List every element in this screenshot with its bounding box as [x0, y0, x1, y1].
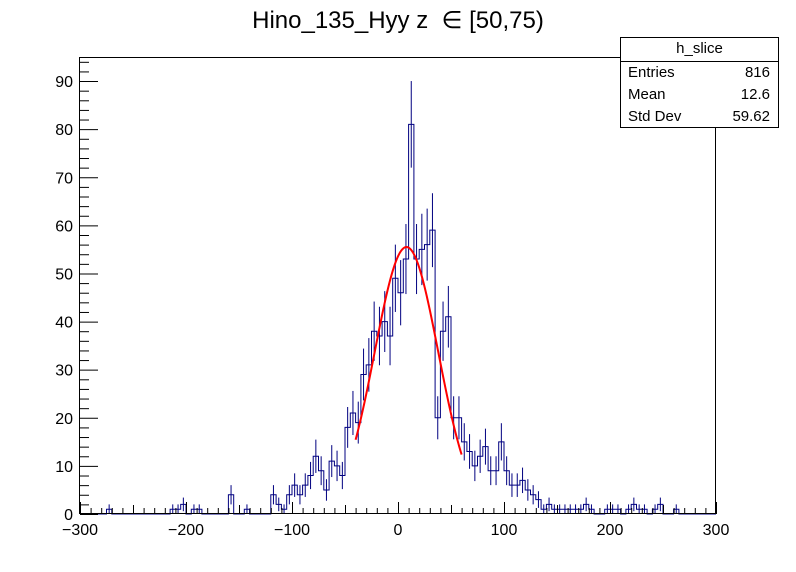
histogram-bin [419, 249, 424, 514]
chart-title: Hino_135_Hyy z ∈ [50,75) [252, 7, 544, 34]
mean-value: 12.6 [740, 86, 770, 103]
x-tick-label: −100 [274, 522, 310, 539]
y-tick-label: 0 [64, 507, 73, 524]
stats-row-entries: Entries 816 [621, 62, 778, 84]
mean-label: Mean [628, 86, 666, 103]
histogram-outline [80, 123, 716, 515]
stddev-label: Std Dev [628, 108, 682, 125]
y-tick-label: 10 [55, 459, 73, 476]
histogram-bars [80, 123, 716, 515]
y-tick-label: 60 [55, 218, 73, 235]
histogram-bin [398, 293, 403, 514]
x-tick-label: 200 [597, 522, 624, 539]
stats-box: h_slice Entries 816 Mean 12.6 Std Dev 59… [620, 37, 779, 128]
x-tick-label: −300 [62, 522, 98, 539]
histogram-bin [430, 230, 435, 514]
histogram-bin [414, 259, 419, 514]
entries-value: 816 [744, 64, 770, 81]
histogram-bin [425, 245, 430, 514]
histogram-bin [409, 124, 414, 514]
x-tick-label: 100 [491, 522, 518, 539]
plot-frame [79, 57, 716, 514]
fit-curve [354, 246, 463, 455]
y-tick-label: 30 [55, 363, 73, 380]
x-tick-label: 0 [394, 522, 403, 539]
x-tick-label: 300 [703, 522, 730, 539]
histogram-bin [393, 278, 398, 514]
stats-row-stddev: Std Dev 59.62 [621, 106, 778, 128]
y-tick-label: 70 [55, 170, 73, 187]
gaussian-fit [354, 246, 463, 455]
x-tick-label: −200 [168, 522, 204, 539]
axes: −300 −200 −100 0 100 200 300 0 10 20 30 40 50 60 70 80 9… [55, 61, 730, 539]
stddev-value: 59.62 [732, 108, 770, 125]
stats-row-mean: Mean 12.6 [621, 84, 778, 106]
y-tick-label: 50 [55, 266, 73, 283]
y-tick-label: 20 [55, 411, 73, 428]
histogram-bin [403, 259, 408, 514]
y-tick-label: 40 [55, 315, 73, 332]
entries-label: Entries [628, 64, 675, 81]
stats-box-title: h_slice [621, 38, 778, 62]
y-tick-label: 80 [55, 122, 73, 139]
y-tick-label: 90 [55, 74, 73, 91]
